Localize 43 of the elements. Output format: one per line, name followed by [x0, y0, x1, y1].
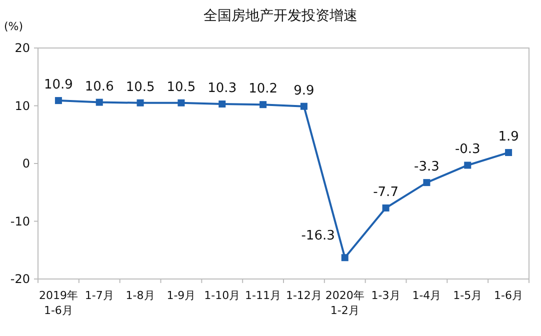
data-label: -16.3: [301, 228, 335, 244]
data-label: 10.2: [248, 82, 278, 97]
y-tick-label: -10: [10, 214, 30, 228]
y-tick-label: 20: [14, 41, 30, 55]
x-tick-label: 1-3月: [371, 289, 400, 302]
x-tick-label: 1-9月: [166, 289, 196, 302]
x-tick-label: 2020年 1-2月: [325, 289, 364, 317]
data-label: -7.7: [373, 184, 398, 200]
data-label: -3.3: [414, 160, 440, 175]
point: [423, 179, 430, 186]
data-label: 10.3: [208, 81, 237, 96]
y-tick-label: -20: [10, 272, 30, 286]
point: [218, 100, 226, 108]
x-tick-label: 1-4月: [412, 289, 442, 302]
x-tick-label: 1-8月: [126, 289, 155, 302]
point: [341, 254, 348, 262]
x-tick-label: 1-11月: [245, 289, 282, 302]
data-label: 1.9: [498, 130, 519, 145]
point: [96, 98, 103, 106]
data-label: 10.5: [126, 80, 155, 95]
x-tick-label: 1-6月: [494, 289, 524, 302]
data-label: -0.3: [454, 142, 480, 158]
chart-title: 全国房地产开发投资增速: [204, 8, 358, 24]
point: [136, 99, 144, 106]
x-tick-label: 1-7月: [84, 289, 114, 302]
data-label: 10.6: [84, 79, 114, 94]
y-tick-label: 10: [14, 98, 30, 113]
y-tick-label: 0: [22, 156, 30, 170]
x-tick-label: 1-5月: [453, 289, 482, 302]
x-tick-label: 1-10月: [204, 289, 240, 302]
data-label: 10.9: [44, 78, 73, 93]
x-tick-label: 2019年 1-6月: [38, 289, 78, 317]
point: [54, 97, 62, 104]
data-label: 9.9: [294, 83, 314, 98]
point: [505, 149, 512, 156]
point: [178, 99, 185, 106]
y-axis-title: (%): [4, 20, 24, 33]
point: [382, 204, 390, 212]
point: [260, 101, 267, 108]
point: [300, 102, 308, 110]
data-label: 10.5: [166, 80, 196, 95]
point: [464, 162, 472, 169]
x-tick-label: 1-12月: [286, 289, 322, 302]
